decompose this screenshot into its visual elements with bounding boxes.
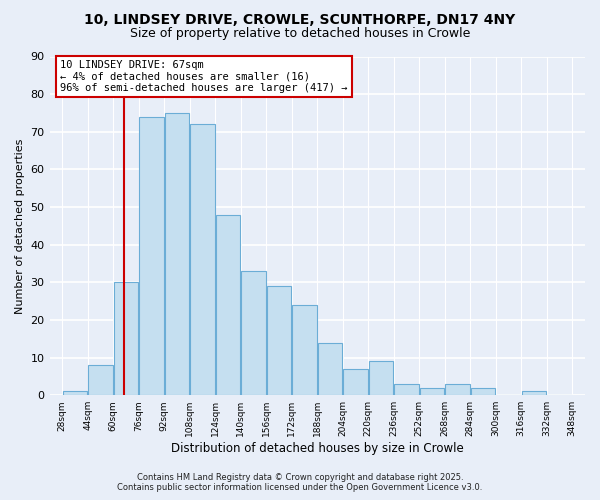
Bar xyxy=(343,369,368,395)
X-axis label: Distribution of detached houses by size in Crowle: Distribution of detached houses by size … xyxy=(171,442,464,455)
Bar xyxy=(471,388,495,395)
Bar xyxy=(139,116,164,395)
Bar xyxy=(241,271,266,395)
Bar xyxy=(292,305,317,395)
Bar xyxy=(216,214,240,395)
Bar xyxy=(522,392,546,395)
Text: Contains HM Land Registry data © Crown copyright and database right 2025.
Contai: Contains HM Land Registry data © Crown c… xyxy=(118,473,482,492)
Bar xyxy=(318,342,342,395)
Text: 10, LINDSEY DRIVE, CROWLE, SCUNTHORPE, DN17 4NY: 10, LINDSEY DRIVE, CROWLE, SCUNTHORPE, D… xyxy=(85,12,515,26)
Bar xyxy=(165,113,189,395)
Text: Size of property relative to detached houses in Crowle: Size of property relative to detached ho… xyxy=(130,28,470,40)
Bar xyxy=(445,384,470,395)
Y-axis label: Number of detached properties: Number of detached properties xyxy=(15,138,25,314)
Text: 10 LINDSEY DRIVE: 67sqm
← 4% of detached houses are smaller (16)
96% of semi-det: 10 LINDSEY DRIVE: 67sqm ← 4% of detached… xyxy=(60,60,348,93)
Bar xyxy=(420,388,444,395)
Bar xyxy=(63,392,87,395)
Bar xyxy=(190,124,215,395)
Bar xyxy=(114,282,138,395)
Bar xyxy=(267,286,291,395)
Bar xyxy=(88,365,113,395)
Bar xyxy=(369,362,393,395)
Bar xyxy=(394,384,419,395)
